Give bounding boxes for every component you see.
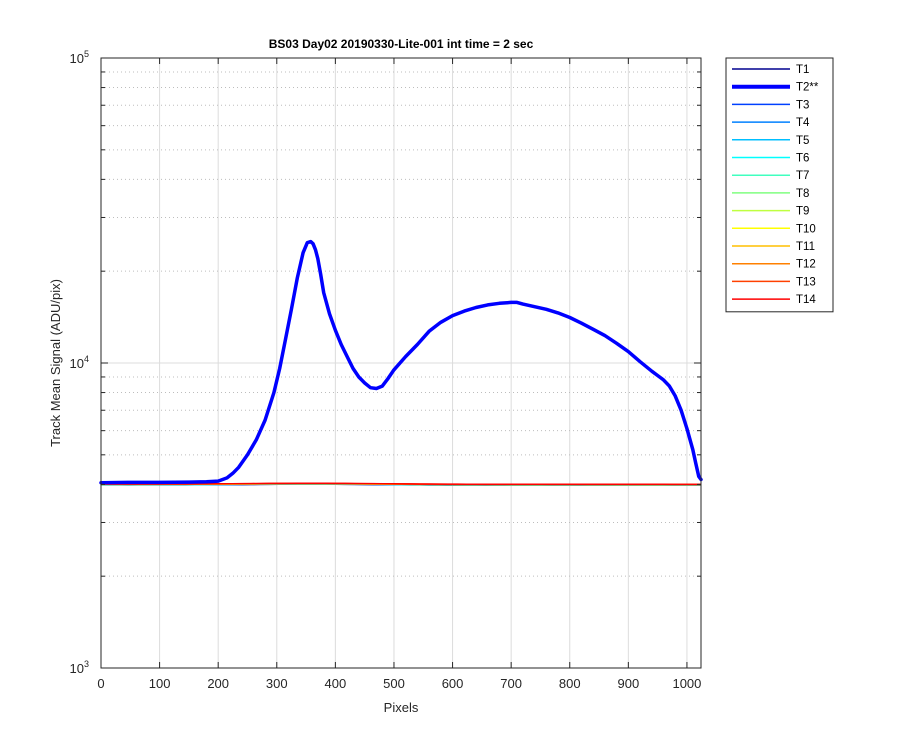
- x-tick-label: 900: [617, 676, 639, 691]
- ticks: 0 100 200 300 400 500 600 700 800 900 1000 103 104 10…: [70, 49, 702, 691]
- x-tick-label: 800: [559, 676, 581, 691]
- legend-entry: T11: [796, 241, 815, 253]
- x-axis-label: Pixels: [384, 700, 419, 715]
- series-line-t2-highlight: [99, 239, 703, 485]
- y-tick-label: 103: [70, 659, 89, 676]
- legend-entry: T6: [796, 153, 809, 165]
- x-tick-label: 200: [207, 676, 229, 691]
- y-tick-label: 104: [70, 354, 89, 371]
- x-tick-label: 0: [97, 676, 104, 691]
- legend-entry: T12: [796, 259, 816, 271]
- legend-entry: T8: [796, 188, 809, 200]
- legend-box: [725, 57, 834, 313]
- y-axis-label: Track Mean Signal (ADU/pix): [48, 279, 63, 447]
- legend-entry: T10: [796, 223, 816, 235]
- y-tick-label: 105: [70, 49, 89, 66]
- legend-entry: T13: [796, 276, 816, 288]
- x-tick-label: 700: [500, 676, 522, 691]
- chart-title: BS03 Day02 20190330-Lite-001 int time = …: [269, 37, 534, 51]
- legend-entry: T5: [796, 135, 809, 147]
- x-tick-label: 400: [325, 676, 347, 691]
- x-tick-label: 500: [383, 676, 405, 691]
- legend-entry: T2**: [796, 82, 819, 94]
- grid: [101, 58, 701, 668]
- x-tick-label: 300: [266, 676, 288, 691]
- x-tick-label: 100: [149, 676, 171, 691]
- legend-entry: T4: [796, 117, 810, 129]
- x-tick-label: 1000: [672, 676, 701, 691]
- legend-entry: T7: [796, 170, 809, 182]
- series-line-t14: [101, 482, 701, 486]
- series-layer: [99, 239, 703, 487]
- legend: T1 T2** T3 T4 T5 T6 T7 T8 T9 T10 T11 T12 T13 T14: [725, 57, 834, 313]
- legend-entry: T1: [796, 64, 809, 76]
- legend-entry: T14: [796, 294, 816, 306]
- x-tick-label: 600: [442, 676, 464, 691]
- legend-entry: T3: [796, 99, 809, 111]
- legend-entry: T9: [796, 206, 809, 218]
